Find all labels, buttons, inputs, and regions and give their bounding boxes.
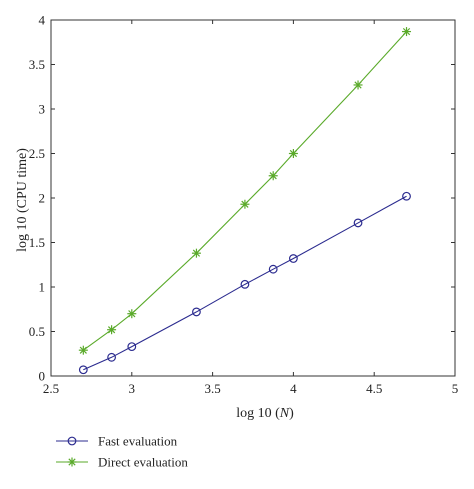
y-tick-label: 4: [39, 13, 46, 28]
data-point: [240, 279, 250, 289]
data-point: [191, 248, 201, 258]
plot-area: [50, 19, 456, 377]
data-point: [192, 307, 201, 317]
data-point: [240, 199, 250, 209]
data-point: [288, 149, 298, 158]
y-tick-label: 0: [39, 369, 46, 384]
data-point: [78, 345, 88, 355]
data-point: [402, 191, 411, 201]
data-point: [353, 218, 363, 228]
y-tick-label: 3.5: [29, 57, 45, 72]
data-point: [107, 352, 116, 362]
legend-marker: [67, 436, 77, 446]
data-point: [127, 342, 137, 352]
legend: Fast evaluation Direct evaluation: [56, 434, 188, 470]
axis-ticks: 2.5 3 3.5 4 4.5 5 0 0.5 1 1.5 2 2.5 3 3.5 4: [29, 13, 459, 397]
series-fast-evaluation: [78, 191, 411, 375]
y-tick-label: 1.5: [29, 235, 45, 250]
legend-item: Fast evaluation: [56, 434, 178, 449]
x-tick-label: 4: [290, 381, 297, 396]
y-tick-label: 3: [39, 102, 46, 117]
y-tick-label: 2.5: [29, 146, 45, 161]
y-axis-label: log 10 (CPU time): [15, 148, 30, 252]
data-point: [353, 80, 363, 90]
x-axis-label: log 10 (N): [236, 406, 294, 421]
x-axis-label-close: ): [289, 406, 294, 421]
y-tick-label: 2: [39, 191, 46, 206]
x-tick-label: 4.5: [366, 381, 382, 396]
data-point: [127, 309, 137, 319]
legend-label: Fast evaluation: [98, 434, 178, 449]
series-layer: [78, 27, 412, 375]
data-point: [289, 254, 298, 263]
data-point: [107, 325, 117, 335]
series-line: [83, 195, 407, 371]
data-point: [268, 264, 278, 274]
y-tick-label: 1: [39, 280, 46, 295]
series-direct-evaluation: [78, 27, 412, 355]
x-tick-label: 3.5: [204, 381, 220, 396]
x-tick-label: 3: [129, 381, 136, 396]
x-axis-label-text: log 10 (: [236, 406, 280, 421]
legend-marker: [67, 457, 77, 467]
x-axis-label-variable: N: [279, 406, 290, 421]
legend-label: Direct evaluation: [98, 455, 188, 470]
data-point: [78, 365, 88, 375]
y-tick-label: 0.5: [29, 324, 45, 339]
axes-box: [50, 19, 456, 377]
data-point: [402, 27, 412, 37]
x-tick-label: 5: [452, 381, 459, 396]
legend-item: Direct evaluation: [56, 455, 188, 470]
x-tick-label: 2.5: [43, 381, 59, 396]
data-point: [268, 171, 278, 181]
series-line: [82, 31, 407, 351]
